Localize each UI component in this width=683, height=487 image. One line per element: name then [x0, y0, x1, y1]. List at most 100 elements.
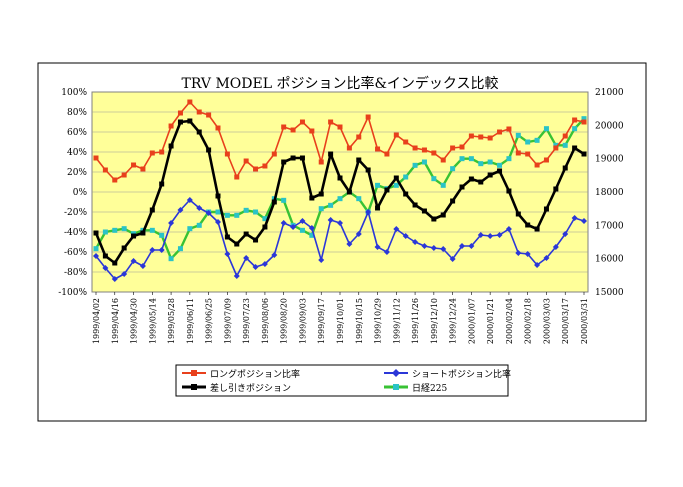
data-point — [121, 226, 127, 232]
data-point — [375, 205, 381, 211]
data-point — [290, 155, 296, 161]
left-tick-label: 80% — [67, 108, 87, 118]
data-point — [449, 256, 456, 262]
data-point — [506, 188, 512, 194]
data-point — [93, 155, 99, 161]
data-point — [468, 133, 474, 139]
data-point — [140, 166, 146, 172]
legend-label-long: ロングポジション比率 — [210, 368, 300, 380]
data-point — [459, 243, 465, 249]
legend-label-short: ショートポジション比率 — [412, 368, 511, 380]
data-point — [327, 217, 334, 223]
data-point — [581, 151, 587, 157]
data-point — [402, 233, 409, 239]
data-point — [102, 265, 109, 271]
x-tick-label: 1999/11/12 — [392, 298, 401, 344]
data-point — [196, 109, 202, 115]
data-point — [149, 207, 155, 213]
data-point — [468, 243, 475, 249]
left-tick-label: 0% — [73, 188, 88, 198]
data-point — [309, 195, 315, 201]
data-point — [224, 251, 231, 257]
data-point — [525, 139, 531, 145]
legend-label-nikkei: 日経225 — [412, 382, 447, 394]
data-point — [581, 218, 587, 224]
data-point — [271, 199, 277, 205]
data-point — [421, 243, 428, 249]
data-point — [497, 168, 503, 174]
data-point — [375, 146, 381, 152]
data-point — [346, 145, 352, 151]
x-tick-label: 1999/06/25 — [205, 298, 214, 344]
data-point — [572, 145, 578, 151]
series-1 — [93, 197, 587, 282]
data-point — [299, 119, 305, 125]
data-point — [421, 147, 427, 153]
data-point — [102, 253, 108, 259]
data-point — [430, 245, 437, 251]
data-point — [534, 162, 540, 168]
x-tick-label: 1999/07/09 — [223, 298, 232, 344]
data-point — [440, 246, 447, 252]
left-tick-label: -60% — [64, 248, 87, 258]
left-tick-label: 40% — [67, 148, 87, 158]
data-point — [243, 207, 249, 213]
data-point — [196, 222, 202, 228]
data-point — [215, 193, 221, 199]
x-tick-label: 2000/02/18 — [524, 298, 533, 344]
data-point — [468, 156, 474, 162]
x-tick-label: 1999/10/01 — [336, 298, 345, 344]
right-tick-label: 18000 — [595, 188, 624, 198]
data-point — [543, 255, 550, 261]
series-0 — [93, 99, 587, 183]
data-point — [112, 260, 118, 266]
data-point — [403, 191, 409, 197]
data-point — [487, 159, 493, 165]
data-point — [102, 229, 108, 235]
data-point — [440, 157, 446, 163]
data-point — [440, 212, 446, 218]
data-point — [93, 253, 99, 259]
data-point — [159, 181, 165, 187]
data-point — [515, 132, 521, 138]
data-point — [149, 247, 156, 253]
data-point — [393, 226, 400, 232]
data-point — [290, 224, 297, 230]
data-point — [412, 239, 419, 245]
data-point — [121, 271, 128, 277]
data-point — [252, 264, 259, 270]
x-tick-label: 1999/04/16 — [111, 298, 120, 344]
data-point — [168, 256, 174, 262]
x-tick-label: 1999/12/24 — [449, 298, 458, 344]
data-point — [505, 226, 512, 232]
data-point — [515, 150, 521, 156]
data-point — [421, 208, 427, 214]
data-point — [562, 165, 568, 171]
data-point — [281, 197, 287, 203]
data-point — [309, 128, 315, 134]
x-tick-label: 1999/11/26 — [411, 298, 420, 344]
data-point — [384, 151, 390, 157]
data-point — [186, 197, 193, 203]
data-point — [459, 184, 465, 190]
data-point — [581, 116, 587, 122]
data-point — [290, 127, 296, 133]
series-2 — [93, 118, 587, 266]
data-point — [440, 182, 446, 188]
data-point — [553, 145, 559, 151]
data-point — [393, 175, 399, 181]
data-point — [318, 159, 324, 165]
data-point — [393, 182, 399, 188]
data-point — [215, 219, 221, 225]
right-tick-label: 16000 — [595, 255, 624, 265]
data-point — [224, 234, 230, 240]
data-point — [271, 252, 278, 258]
data-point — [280, 220, 287, 226]
data-point — [187, 226, 193, 232]
data-point — [149, 150, 155, 156]
data-point — [337, 196, 343, 202]
x-tick-label: 1999/04/02 — [92, 298, 101, 344]
data-point — [328, 151, 334, 157]
data-point — [328, 119, 334, 125]
data-point — [534, 262, 541, 268]
